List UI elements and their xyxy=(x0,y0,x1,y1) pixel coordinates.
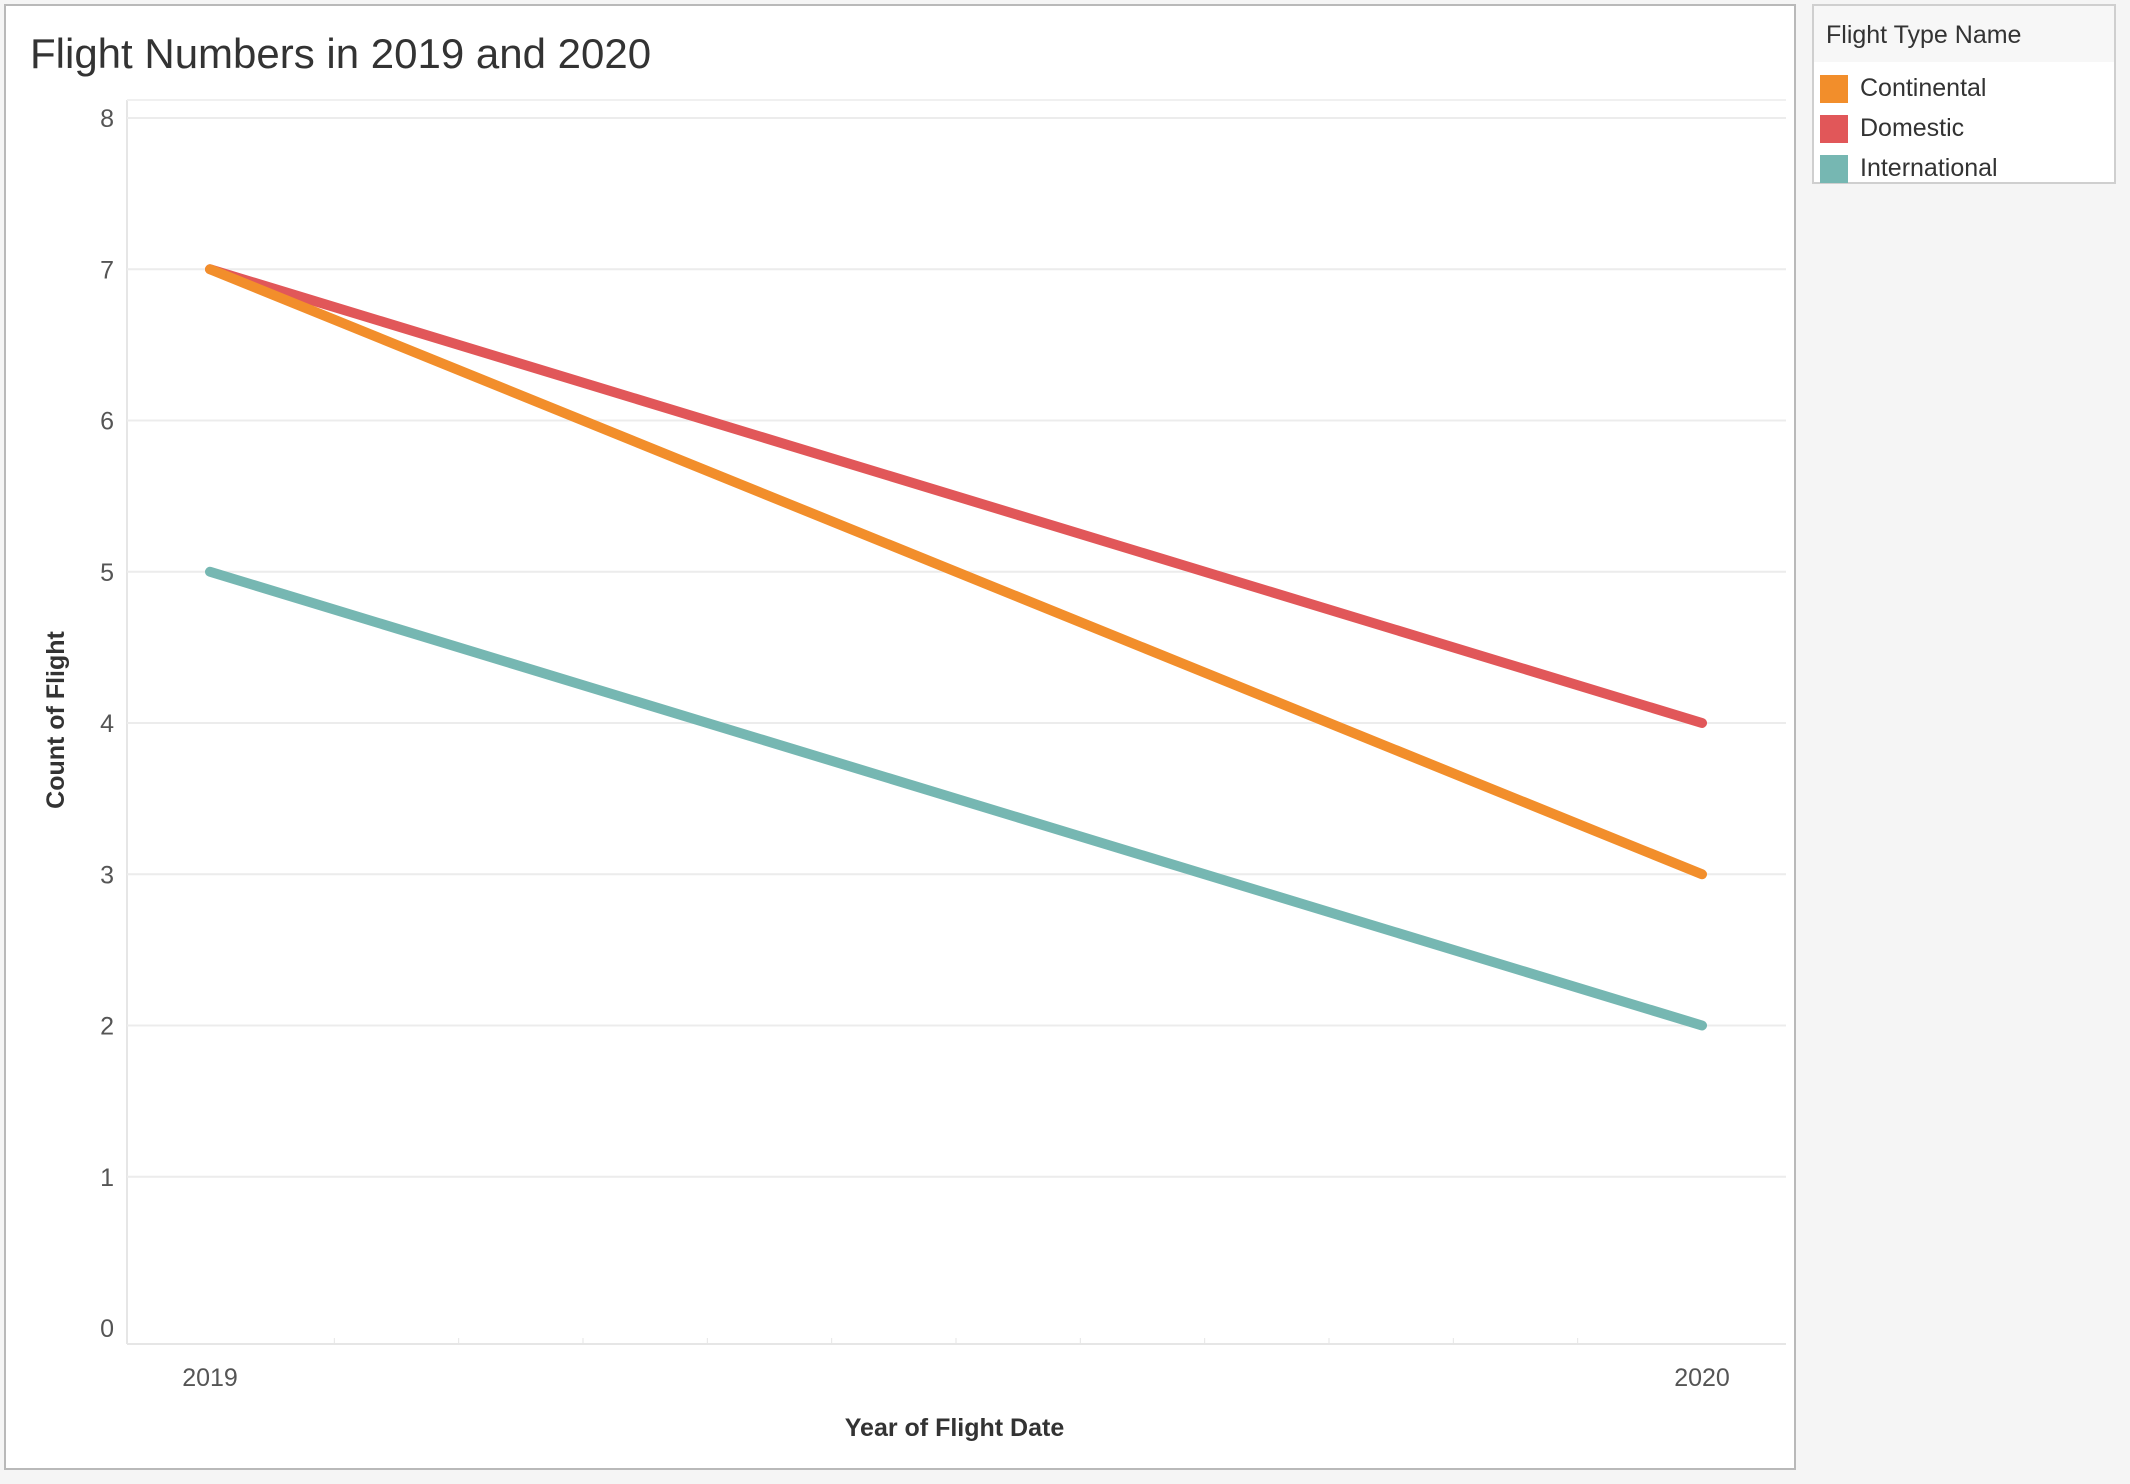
legend-item-continental[interactable]: Continental xyxy=(1814,68,2114,108)
y-tick-label: 8 xyxy=(100,105,114,133)
x-tick-label: 2019 xyxy=(182,1364,238,1392)
x-tick-label: 2020 xyxy=(1674,1364,1730,1392)
legend-title: Flight Type Name xyxy=(1814,6,2114,62)
legend-items: Continental Domestic International xyxy=(1814,62,2114,188)
y-tick-label: 2 xyxy=(100,1013,114,1041)
y-axis-title: Count of Flight xyxy=(42,630,70,808)
y-tick-label: 5 xyxy=(100,559,114,587)
legend: Flight Type Name Continental Domestic Inte… xyxy=(1812,4,2116,184)
legend-label: International xyxy=(1860,154,1998,182)
legend-item-domestic[interactable]: Domestic xyxy=(1814,108,2114,148)
y-tick-label: 1 xyxy=(100,1164,114,1192)
x-axis-title: Year of Flight Date xyxy=(845,1414,1065,1442)
legend-swatch xyxy=(1820,155,1848,183)
series-line-domestic xyxy=(205,264,1707,728)
line-chart: 0 1 2 3 4 5 6 7 8 2019 2020 Year of Flight Date Coun… xyxy=(42,99,1786,1442)
y-tick-label: 0 xyxy=(100,1315,114,1343)
series-line-international xyxy=(205,566,1707,1031)
series-line-continental xyxy=(205,264,1707,880)
y-tick-label: 3 xyxy=(100,861,114,889)
y-tick-label: 7 xyxy=(100,256,114,284)
worksheet: Flight Numbers in 2019 and 2020 0 1 2 3 4 5 6 7… xyxy=(4,4,1796,1470)
y-tick-label: 4 xyxy=(100,710,114,738)
y-tick-label: 6 xyxy=(100,408,114,436)
legend-label: Continental xyxy=(1860,74,1987,102)
chart-title: Flight Numbers in 2019 and 2020 xyxy=(30,30,652,77)
legend-item-international[interactable]: International xyxy=(1814,148,2114,188)
legend-swatch xyxy=(1820,115,1848,143)
legend-label: Domestic xyxy=(1860,114,1965,142)
legend-swatch xyxy=(1820,75,1848,103)
